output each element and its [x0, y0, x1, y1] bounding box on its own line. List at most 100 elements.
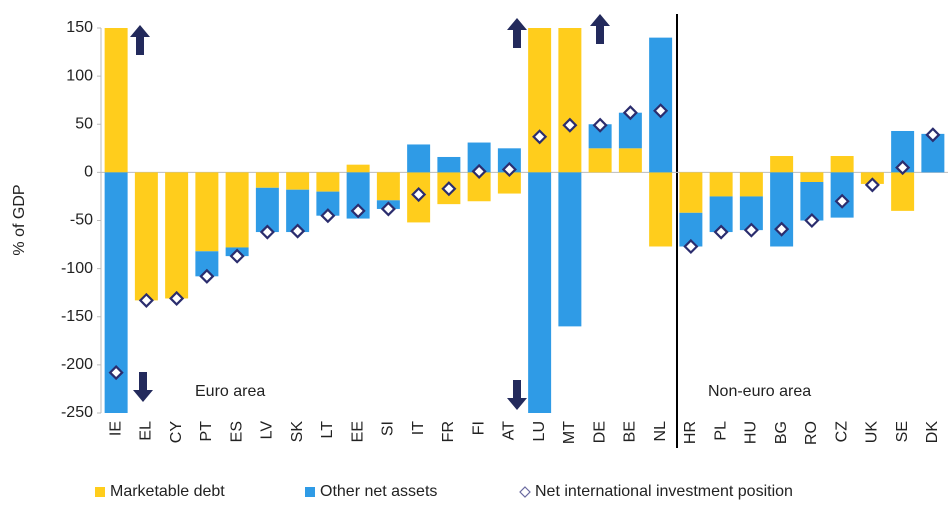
x-tick-label: DE: [591, 421, 608, 443]
marker: [743, 222, 759, 238]
x-tick-label: SE: [894, 421, 911, 442]
bar: [679, 212, 703, 247]
arrow-up: [507, 18, 527, 48]
arrow-down: [507, 380, 527, 410]
x-tick-label: FR: [440, 421, 457, 442]
marker: [169, 290, 185, 307]
bar: [891, 130, 915, 173]
y-tick-label: 150: [66, 19, 93, 36]
marker: [774, 221, 790, 237]
marker: [622, 105, 638, 121]
bar: [618, 112, 642, 149]
bar: [255, 172, 279, 188]
y-tick-label: 100: [66, 67, 93, 84]
marker: [653, 103, 669, 119]
bar: [286, 189, 310, 233]
bar: [165, 172, 189, 299]
legend-label: Other net assets: [320, 483, 437, 500]
annotation: Non-euro area: [708, 383, 811, 400]
bar: [618, 148, 642, 173]
legend-label: Net international investment position: [535, 483, 793, 500]
x-tick-label: IT: [410, 421, 427, 435]
marker: [532, 129, 548, 145]
marker: [441, 181, 457, 197]
y-tick-label: -150: [61, 308, 93, 325]
marker: [320, 208, 336, 224]
x-tick-label: SI: [380, 421, 397, 436]
bar: [316, 191, 340, 216]
x-tick-label: BG: [773, 421, 790, 444]
marker: [108, 365, 124, 381]
bar: [497, 148, 521, 173]
marker: [138, 292, 154, 308]
marker: [350, 203, 366, 219]
marker: [199, 268, 215, 284]
bar: [346, 164, 370, 173]
x-tick-label: ES: [228, 421, 245, 442]
bar: [437, 156, 461, 173]
marker: [501, 161, 517, 178]
x-tick-label: LU: [531, 421, 548, 441]
bar: [225, 172, 249, 248]
x-tick-label: BE: [622, 421, 639, 442]
x-tick-label: LT: [319, 421, 336, 439]
arrows: [130, 14, 610, 410]
bar: [255, 187, 279, 233]
bar: [134, 172, 158, 301]
marker: [925, 127, 941, 143]
x-tick-label: EE: [349, 421, 366, 442]
bar: [770, 156, 794, 173]
x-tick-label: MT: [561, 421, 578, 444]
bar: [558, 28, 582, 173]
bar: [709, 196, 733, 233]
x-tick-label: RO: [803, 421, 820, 445]
marker: [380, 201, 396, 217]
x-tick-label: PT: [198, 421, 215, 442]
x-tick-label: UK: [864, 421, 881, 444]
bar: [104, 172, 128, 413]
bar: [346, 172, 370, 219]
bar: [739, 172, 763, 197]
bar: [800, 172, 824, 182]
arrow-up: [130, 25, 150, 55]
bar: [467, 172, 491, 202]
bar: [649, 172, 673, 247]
y-tick-label: -50: [70, 212, 93, 229]
bar: [830, 156, 854, 173]
bar: [709, 172, 733, 197]
bar: [588, 148, 612, 173]
marker: [834, 193, 850, 209]
bar: [104, 28, 128, 173]
marker: [562, 117, 578, 133]
marker: [259, 224, 275, 240]
annotation: Euro area: [195, 383, 265, 400]
marker: [713, 224, 729, 240]
y-axis-label: % of GDP: [11, 184, 28, 255]
x-tick-label: SK: [289, 421, 306, 443]
x-tick-label: CZ: [833, 421, 850, 443]
bar: [588, 124, 612, 149]
legend-label: Marketable debt: [110, 483, 225, 500]
marker: [864, 177, 880, 193]
marker: [229, 248, 245, 264]
bar: [376, 172, 400, 201]
bar: [739, 196, 763, 231]
x-tick-label: HR: [682, 421, 699, 444]
x-tick-label: LV: [259, 421, 276, 440]
bar: [558, 172, 582, 327]
y-tick-label: -250: [61, 404, 93, 421]
x-tick-label: EL: [138, 421, 155, 441]
marker: [683, 238, 699, 255]
bar: [316, 172, 340, 192]
bar: [497, 172, 521, 194]
x-tick-label: FI: [470, 421, 487, 435]
arrow-down: [133, 372, 153, 402]
bar: [286, 172, 310, 190]
y-tick-label: 0: [84, 164, 93, 181]
bar: [800, 182, 824, 221]
x-tick-label: HU: [743, 421, 760, 444]
x-tick-label: NL: [652, 421, 669, 442]
x-tick-label: AT: [501, 421, 518, 440]
marker: [471, 163, 487, 179]
